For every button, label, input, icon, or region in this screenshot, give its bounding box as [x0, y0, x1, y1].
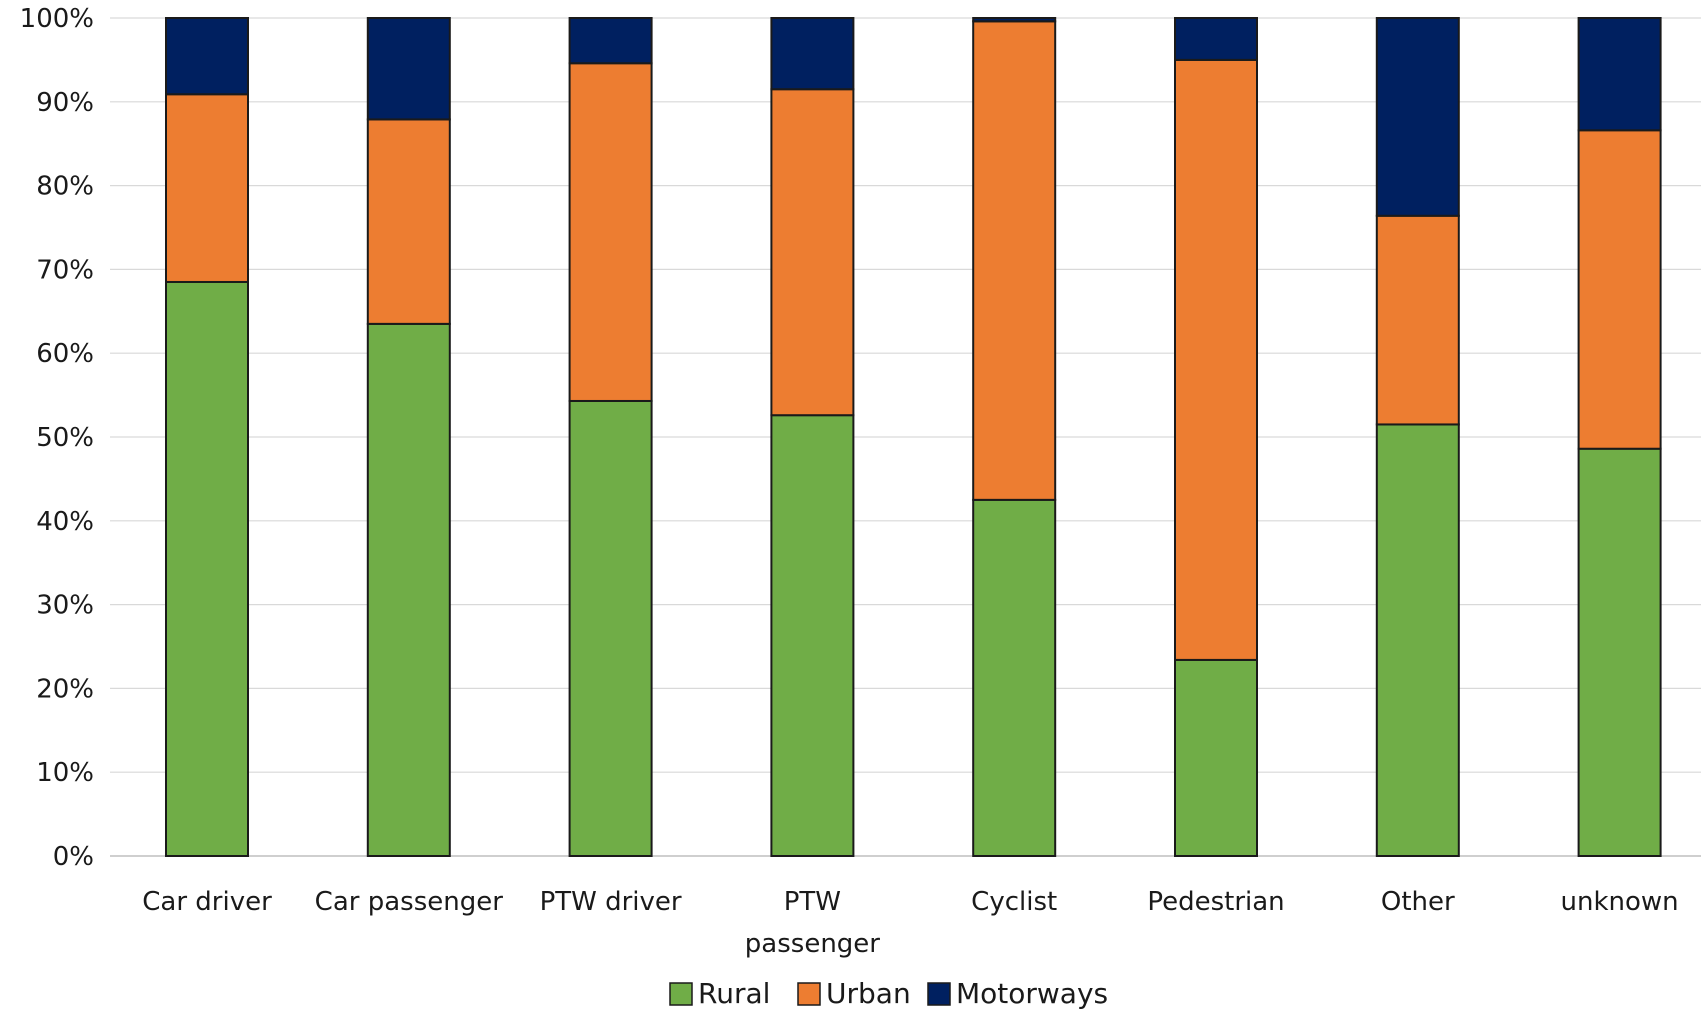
x-axis-labels: Car driver Car passenger PTW driver PTW pass… — [142, 887, 1678, 959]
y-tick-label: 100% — [20, 4, 94, 34]
bar-segment-rural — [972, 498, 1057, 857]
legend-swatch-urban — [797, 982, 821, 1006]
bar-segment-motorways — [1174, 17, 1258, 61]
bar-segment-urban — [972, 20, 1057, 501]
gridlines — [110, 17, 1701, 857]
y-axis-ticks: 0% 10% 20% 30% 40% 50% 60% 70% 80% 90% 100% — [20, 4, 94, 872]
bar-segment-motorways — [1577, 17, 1662, 132]
category-label: Car driver — [142, 887, 272, 917]
bar-segment-motorways — [972, 17, 1057, 23]
y-tick-label: 0% — [53, 842, 94, 872]
bar-segment-urban — [568, 62, 653, 402]
y-tick-label: 60% — [36, 339, 94, 369]
bar-segment-motorways — [165, 17, 249, 96]
bar-segment-motorways — [366, 17, 451, 121]
y-tick-label: 10% — [36, 758, 94, 788]
bar-segment-rural — [366, 322, 451, 857]
category-label-line: Other — [1381, 887, 1455, 917]
category-label: PTW driver — [540, 887, 682, 917]
bar-segment-urban — [1577, 129, 1662, 450]
category-label-line: passenger — [745, 929, 881, 959]
category-label-line: Cyclist — [971, 887, 1057, 917]
y-tick-label: 20% — [36, 674, 94, 704]
y-tick-label: 50% — [36, 423, 94, 453]
legend-swatch-motorways — [927, 982, 951, 1006]
bar-segment-rural — [1174, 658, 1258, 858]
bar-segment-motorways — [770, 17, 855, 91]
bar-segment-rural — [1577, 447, 1662, 857]
category-label-line: unknown — [1561, 887, 1679, 917]
bar-segment-urban — [1174, 58, 1258, 661]
legend-label-rural: Rural — [698, 977, 770, 1010]
bar-segment-rural — [165, 280, 249, 858]
legend: Rural Urban Motorways — [669, 977, 1108, 1010]
category-label: Other — [1381, 887, 1455, 917]
category-label: Car passenger — [315, 887, 504, 917]
bar-segment-urban — [366, 118, 451, 325]
legend-label-motorways: Motorways — [956, 977, 1108, 1010]
bar-segment-motorways — [568, 17, 653, 65]
y-tick-label: 90% — [36, 88, 94, 118]
y-tick-label: 30% — [36, 591, 94, 621]
y-tick-label: 80% — [36, 172, 94, 202]
category-label: Cyclist — [971, 887, 1057, 917]
category-label-line: Pedestrian — [1147, 887, 1284, 917]
y-tick-label: 40% — [36, 507, 94, 537]
bar-segment-motorways — [1375, 17, 1460, 217]
category-label: PTW passenger — [745, 887, 881, 959]
bar-segment-rural — [568, 399, 653, 857]
bar-segment-rural — [1375, 423, 1460, 857]
bar-segment-urban — [770, 88, 855, 417]
category-label-line: PTW driver — [540, 887, 682, 917]
y-tick-label: 70% — [36, 255, 94, 285]
legend-label-urban: Urban — [826, 977, 911, 1010]
bar-segment-urban — [1375, 214, 1460, 426]
bars — [165, 17, 1662, 858]
bar-segment-rural — [770, 414, 855, 857]
category-label: Pedestrian — [1147, 887, 1284, 917]
bar-segment-urban — [165, 93, 249, 283]
category-label: unknown — [1561, 887, 1679, 917]
category-label-line: PTW — [784, 887, 841, 917]
category-label-line: Car passenger — [315, 887, 504, 917]
legend-swatch-rural — [669, 982, 693, 1006]
category-label-line: Car driver — [142, 887, 272, 917]
